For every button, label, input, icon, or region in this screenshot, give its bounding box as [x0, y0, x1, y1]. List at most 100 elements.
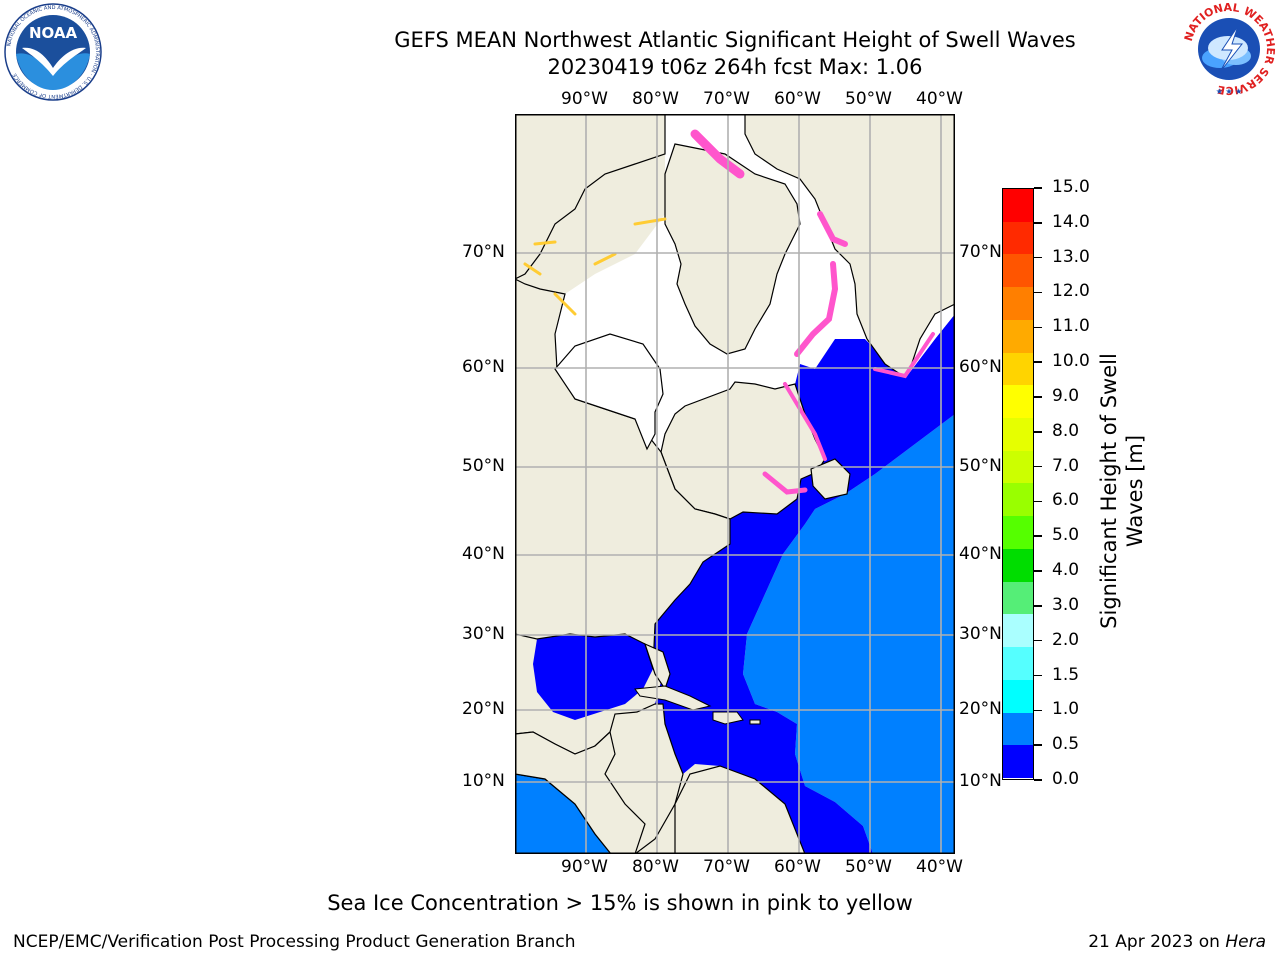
colorbar-title-line2: Waves [m] [1123, 434, 1147, 548]
hudson-bay [554, 333, 664, 451]
colorbar-tick [1034, 535, 1042, 537]
lon-label-bottom: 50°W [845, 857, 892, 877]
lon-label-bottom: 80°W [632, 857, 679, 877]
lat-label-right: 30°N [959, 624, 1002, 644]
lat-label-left: 20°N [462, 699, 505, 719]
colorbar-segment [1003, 679, 1033, 713]
colorbar-tick [1034, 187, 1042, 189]
colorbar-tick [1034, 361, 1042, 363]
colorbar-segment [1003, 319, 1033, 353]
colorbar-segment [1003, 712, 1033, 746]
colorbar-segment [1003, 614, 1033, 648]
colorbar-tick-label: 13.0 [1052, 246, 1090, 267]
colorbar-tick [1034, 326, 1042, 329]
colorbar [1002, 188, 1034, 780]
lat-label-left: 30°N [462, 624, 505, 644]
svg-text:NOAA: NOAA [29, 24, 78, 42]
lon-label-bottom: 70°W [703, 857, 750, 877]
newfoundland [810, 458, 851, 500]
colorbar-title: Significant Height of Swell Waves [m] [1096, 341, 1148, 641]
footer-date-text: 21 Apr 2023 on [1088, 932, 1226, 952]
colorbar-tick-label: 7.0 [1052, 455, 1080, 476]
colorbar-segment [1003, 516, 1033, 549]
cuba [634, 685, 712, 711]
arctic-islands-west [515, 114, 666, 280]
lat-label-right: 70°N [959, 242, 1002, 262]
greenland [744, 114, 955, 377]
colorbar-segment [1003, 647, 1033, 680]
colorbar-tick-label: 2.0 [1052, 629, 1080, 650]
lat-label-right: 20°N [959, 699, 1002, 719]
map-panel [515, 114, 955, 854]
colorbar-tick-label: 10.0 [1052, 351, 1090, 372]
colorbar-segment [1003, 745, 1033, 778]
nws-logo: NATIONAL WEATHER SERVICE ★ ★ ★ [1182, 1, 1277, 97]
colorbar-tick-label: 9.0 [1052, 385, 1080, 406]
lat-label-right: 50°N [959, 456, 1002, 476]
graticule [515, 114, 955, 854]
lat-label-right: 60°N [959, 357, 1002, 377]
lon-label-top: 40°W [916, 89, 963, 109]
lon-label-bottom: 90°W [561, 857, 608, 877]
svg-text:★ ★ ★: ★ ★ ★ [1216, 87, 1243, 96]
colorbar-tick [1034, 744, 1042, 746]
colorbar-tick [1034, 605, 1042, 607]
colorbar-tick [1034, 779, 1042, 781]
colorbar-segment [1003, 189, 1033, 222]
lat-label-left: 10°N [462, 771, 505, 791]
lon-label-top: 60°W [774, 89, 821, 109]
sea-ice-caption: Sea Ice Concentration > 15% is shown in … [327, 891, 913, 915]
colorbar-title-line1: Significant Height of Swell [1097, 353, 1121, 629]
lon-label-top: 70°W [703, 89, 750, 109]
colorbar-segment [1003, 287, 1033, 320]
map-border [515, 114, 955, 854]
colorbar-title-wrap: Significant Height of Swell Waves [m] [1012, 353, 1232, 629]
colorbar-tick [1034, 396, 1042, 398]
central-america [515, 730, 646, 854]
lat-label-left: 50°N [462, 456, 505, 476]
map-subtitle: 20230419 t06z 264h fcst Max: 1.06 [547, 55, 923, 79]
colorbar-tick-label: 11.0 [1052, 316, 1090, 337]
colorbar-segment [1003, 352, 1033, 386]
colorbar-tick [1034, 291, 1042, 294]
colorbar-tick-label: 14.0 [1052, 211, 1090, 232]
colorbar-segment [1003, 548, 1033, 582]
colorbar-tick [1034, 674, 1042, 677]
colorbar-tick [1034, 709, 1042, 712]
footer-date: 21 Apr 2023 on Hera [1088, 932, 1266, 952]
colorbar-tick [1034, 222, 1042, 224]
colorbar-segment [1003, 483, 1033, 517]
colorbar-tick-label: 6.0 [1052, 490, 1080, 511]
colorbar-tick [1034, 639, 1042, 642]
south-america [674, 765, 806, 854]
baffin-island [664, 143, 801, 355]
colorbar-tick-label: 0.0 [1052, 769, 1080, 789]
lat-label-right: 40°N [959, 544, 1002, 564]
lat-label-left: 60°N [462, 357, 505, 377]
colorbar-tick-label: 5.0 [1052, 525, 1080, 546]
colorbar-tick-label: 4.0 [1052, 560, 1080, 581]
colorbar-tick [1034, 465, 1042, 468]
colorbar-tick [1034, 500, 1042, 503]
colorbar-tick-label: 15.0 [1052, 177, 1090, 197]
lon-label-top: 80°W [632, 89, 679, 109]
colorbar-segment [1003, 254, 1033, 288]
colorbar-tick [1034, 431, 1042, 433]
colorbar-segment [1003, 450, 1033, 484]
colorbar-segment [1003, 418, 1033, 451]
colorbar-tick [1034, 570, 1042, 572]
footer-host: Hera [1225, 932, 1266, 952]
colorbar-tick-label: 3.0 [1052, 594, 1080, 615]
noaa-logo: NOAA NATIONAL OCEANIC AND ATMOSPHERIC AD… [4, 3, 102, 101]
lat-label-left: 40°N [462, 544, 505, 564]
lon-label-top: 90°W [561, 89, 608, 109]
colorbar-tick-label: 1.5 [1052, 664, 1080, 685]
gulf-of-mexico [533, 634, 653, 720]
colorbar-tick-label: 0.5 [1052, 734, 1080, 755]
ocean-swell-0-5-region [743, 414, 955, 854]
colorbar-segment [1003, 221, 1033, 255]
puerto-rico [749, 719, 761, 725]
lat-label-left: 70°N [462, 242, 505, 262]
map-title: GEFS MEAN Northwest Atlantic Significant… [394, 28, 1076, 52]
colorbar-segment [1003, 385, 1033, 419]
